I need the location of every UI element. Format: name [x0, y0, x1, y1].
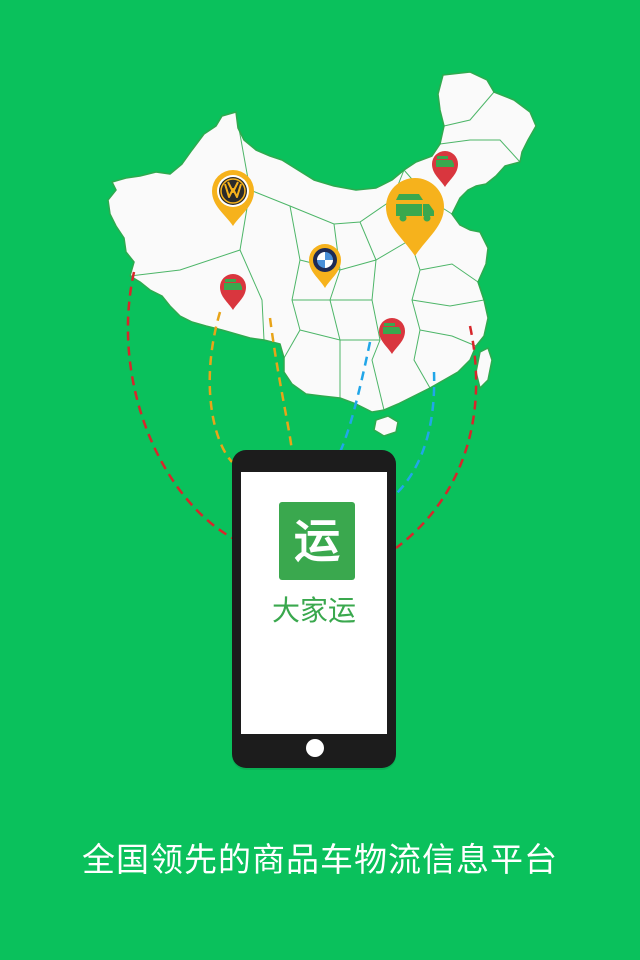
- truck-pin-south[interactable]: [379, 318, 405, 354]
- hainan-island-shape: [373, 415, 399, 437]
- car-carrier-truck-icon: [224, 279, 242, 290]
- route-line-blue-right: [395, 371, 436, 495]
- car-carrier-truck-icon: [436, 156, 454, 167]
- phone-screen: 运 大家运: [241, 472, 387, 734]
- bmw-logo-pin[interactable]: [309, 244, 341, 288]
- phone-home-button: [306, 739, 324, 757]
- truck-pin-large[interactable]: [386, 178, 444, 256]
- taiwan-island-shape: [475, 346, 493, 390]
- car-carrier-truck-icon: [383, 323, 401, 334]
- china-map-shape: [107, 71, 537, 413]
- volkswagen-logo-pin[interactable]: [212, 170, 254, 226]
- route-line-blue-left: [338, 341, 372, 453]
- truck-pin-northeast[interactable]: [432, 151, 458, 187]
- vw-logo-icon: [224, 181, 242, 198]
- route-line-red-right: [395, 325, 478, 549]
- app-logo-icon[interactable]: 运: [279, 502, 355, 580]
- truck-pin-west[interactable]: [220, 274, 246, 310]
- car-carrier-truck-icon: [396, 194, 434, 222]
- app-name: 大家运: [271, 594, 356, 627]
- route-line-red-left: [126, 271, 237, 542]
- route-line-orange-right: [268, 317, 294, 453]
- bmw-logo-icon: [313, 248, 337, 272]
- tagline-text: 全国领先的商品车物流信息平台: [82, 840, 558, 879]
- phone-mockup: 运 大家运: [232, 450, 396, 768]
- route-line-orange-left: [208, 311, 233, 463]
